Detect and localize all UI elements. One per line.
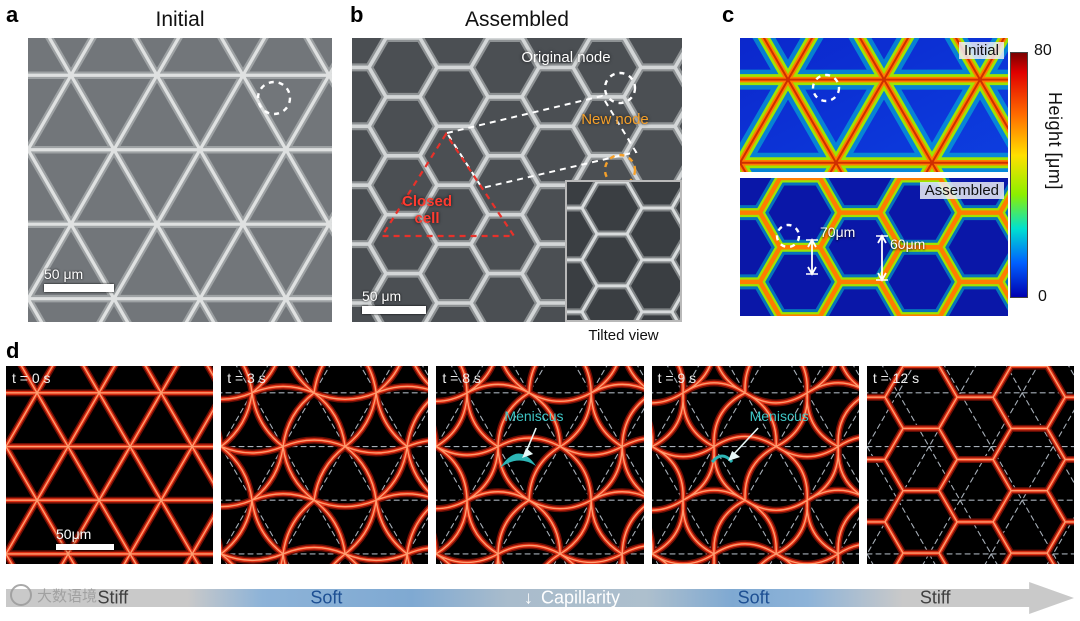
scale-bar-b: 50 μm [362, 288, 426, 314]
watermark-text: 大数语境 [37, 587, 98, 605]
scale-bar-a: 50 μm [44, 266, 114, 292]
stiffness-timeline: Stiff Soft ↓ Capillarity Soft Stiff [6, 582, 1074, 614]
original-node-circle [603, 71, 637, 105]
height-map-assembled: Assembled 70μm 60μm [740, 178, 1008, 316]
frame-t3-time: t = 3 s [227, 370, 266, 386]
frame-t0-time: t = 0 s [12, 370, 51, 386]
height-map-assembled-image [740, 178, 1008, 316]
meniscus-annotation-t8: Meniscus [504, 408, 564, 424]
colorbar-max-tick: 80 [1034, 42, 1052, 59]
meniscus-shape [710, 454, 733, 464]
colorbar-min-tick: 0 [1038, 288, 1047, 305]
panel-c-label: c [722, 2, 735, 27]
original-node-annotation: Original node [521, 49, 611, 66]
frame-t8-image [436, 366, 644, 564]
height-map-initial: Initial [740, 38, 1008, 172]
inset-caption: Tilted view [588, 327, 659, 344]
frame-t12-image [866, 366, 1075, 564]
frame-t3: t = 3 s [221, 366, 429, 564]
scale-bar-a-line [44, 284, 114, 292]
scale-bar-b-label: 50 μm [362, 288, 402, 304]
panel-a-title: Initial [155, 8, 205, 31]
timelapse-frames: t = 0 s 50μm t = 3 s t = 8 s Meniscus t … [6, 366, 1075, 564]
scale-bar-d-line [56, 544, 114, 550]
tilted-view-inset [565, 180, 682, 322]
frame-t0-image [6, 366, 214, 564]
frame-t12: t = 12 s [866, 366, 1075, 564]
timeline-stiff-right: Stiff [919, 587, 951, 608]
panel-b-title: Assembled [465, 8, 569, 31]
tilted-view-sem [567, 182, 680, 320]
timeline-capillarity: ↓ Capillarity [524, 588, 620, 609]
height-map-initial-image [740, 38, 1008, 172]
new-node-annotation: New node [581, 111, 649, 128]
highlighted-node-circle [256, 80, 292, 116]
frame-t9: t = 9 s Meniscus [651, 366, 859, 564]
frame-t3-image [221, 366, 429, 564]
panel-a-sem-image: 50 μm [28, 38, 332, 322]
frame-t8-time: t = 8 s [442, 370, 481, 386]
timeline-soft-right: Soft [737, 587, 770, 608]
unit-cell-outline [445, 94, 638, 190]
assembled-map-node-circle [775, 223, 801, 249]
closed-cell-outline [380, 131, 517, 238]
down-arrow-icon: ↓ [524, 587, 534, 608]
initial-lattice-sem [28, 38, 332, 322]
watermark: 大数语境 [10, 584, 97, 606]
height-map-initial-label: Initial [958, 42, 1004, 59]
scale-bar-b-line [362, 306, 426, 314]
closed-cell-annotation: Closed cell [401, 193, 452, 227]
timeline-capillarity-label: Capillarity [541, 587, 621, 608]
panel-d-label: d [6, 338, 20, 363]
measurement-70um: 70μm [820, 224, 856, 240]
measurement-60um: 60μm [890, 236, 926, 252]
panel-b-label: b [350, 2, 364, 27]
meniscus-annotation-t9: Meniscus [749, 408, 809, 424]
timeline-stiff-left: Stiff [97, 587, 129, 608]
scale-bar-d: 50μm [56, 526, 114, 550]
height-map-node-circle [811, 73, 841, 103]
colorbar-title: Height [μm] [1045, 92, 1065, 190]
frame-t8: t = 8 s Meniscus [436, 366, 644, 564]
meniscus-shape [500, 453, 537, 468]
panel-b-sem-image: Original node New node Closed cell 50 μm [352, 38, 682, 322]
frame-t12-time: t = 12 s [872, 370, 920, 386]
scale-bar-a-label: 50 μm [44, 266, 84, 282]
frame-t9-image [651, 366, 859, 564]
panel-a-label: a [6, 2, 19, 27]
frame-t0: t = 0 s 50μm [6, 366, 214, 564]
scale-bar-d-label: 50μm [56, 526, 92, 542]
watermark-logo-icon [10, 584, 32, 606]
timeline-soft-left: Soft [310, 587, 343, 608]
height-colorbar [1010, 52, 1028, 298]
height-map-assembled-label: Assembled [919, 182, 1004, 199]
frame-t9-time: t = 9 s [657, 370, 697, 386]
